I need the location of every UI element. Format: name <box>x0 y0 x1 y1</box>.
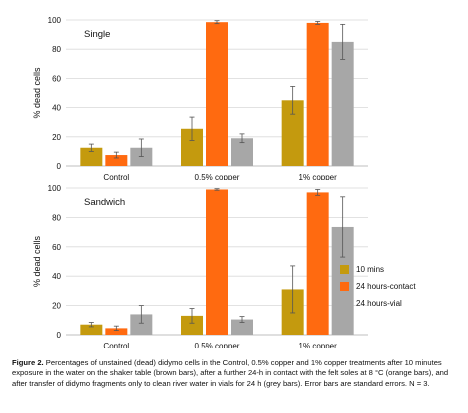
y-tick-label: 80 <box>52 45 61 54</box>
chart-single-svg: 0 20 40 60 80 100 % dead cells Single Control 0.5… <box>32 16 368 182</box>
bar-sandwich-1-2 <box>306 192 329 335</box>
y-tick-label: 40 <box>52 104 61 113</box>
bar-sandwich-2-1 <box>231 319 253 335</box>
bar-single-2-1 <box>231 138 253 166</box>
y-tick-label: 0 <box>57 331 62 340</box>
bar-single-1-1 <box>206 22 228 166</box>
legend: 10 mins 24 hours-contact 24 hours-vial <box>340 262 416 313</box>
bar-sandwich-1-0 <box>105 328 128 335</box>
y-tick-label: 100 <box>48 16 62 25</box>
chart-title: Single <box>84 29 110 40</box>
caption-text: Percentages of unstained (dead) didymo c… <box>12 358 449 388</box>
chart-single: 0 20 40 60 80 100 % dead cells Single Control 0.5… <box>0 0 468 182</box>
bar-sandwich-2-2 <box>331 226 354 335</box>
bar-sandwich-0-1 <box>181 315 203 335</box>
bar-single-0-2 <box>281 100 304 166</box>
y-tick-label: 20 <box>52 302 61 311</box>
x-tick-label: 1% copper <box>299 173 338 180</box>
y-tick-label: 0 <box>57 162 62 171</box>
legend-item-10-mins: 10 mins <box>340 262 416 276</box>
x-tick-label: 0.5% copper <box>195 173 240 180</box>
y-tick-label: 100 <box>48 184 62 193</box>
bar-single-1-2 <box>306 22 329 167</box>
chart-sandwich: 0 20 40 60 80 100 % dead cells Sandwich Control 0… <box>0 180 468 351</box>
y-axis-label: % dead cells <box>32 67 42 119</box>
y-tick-label: 60 <box>52 243 61 252</box>
caption-label: Figure 2. <box>12 358 44 367</box>
y-tick-label: 40 <box>52 272 61 281</box>
legend-swatch <box>340 281 349 291</box>
legend-label: 24 hours-vial <box>356 298 402 308</box>
y-axis-label: % dead cells <box>32 235 42 287</box>
x-tick-label: 0.5% copper <box>195 342 240 348</box>
legend-item-24-hours-vial: 24 hours-vial <box>340 296 416 310</box>
bar-sandwich-0-0 <box>80 324 103 335</box>
bar-sandwich-1-1 <box>206 189 228 335</box>
legend-swatch <box>340 298 349 308</box>
legend-item-24-hours-contact: 24 hours-contact <box>340 279 416 293</box>
legend-label: 24 hours-contact <box>356 281 416 291</box>
bar-single-0-1 <box>181 128 203 166</box>
x-tick-label: 1% copper <box>299 342 338 348</box>
x-tick-label: Control <box>103 173 129 180</box>
legend-swatch <box>340 264 349 274</box>
figure-caption: Figure 2. Percentages of unstained (dead… <box>12 358 458 389</box>
x-tick-label: Control <box>103 342 129 348</box>
y-tick-label: 60 <box>52 74 61 83</box>
bar-sandwich-2-0 <box>130 314 153 335</box>
bar-single-2-2 <box>331 41 354 166</box>
y-tick-label: 20 <box>52 133 61 142</box>
legend-label: 10 mins <box>356 264 385 274</box>
y-tick-label: 80 <box>52 213 61 222</box>
bar-single-1-0 <box>105 155 128 166</box>
bar-single-0-0 <box>80 147 103 166</box>
chart-sandwich-svg: 0 20 40 60 80 100 % dead cells Sandwich Control 0… <box>32 184 368 351</box>
chart-title: Sandwich <box>84 197 125 208</box>
